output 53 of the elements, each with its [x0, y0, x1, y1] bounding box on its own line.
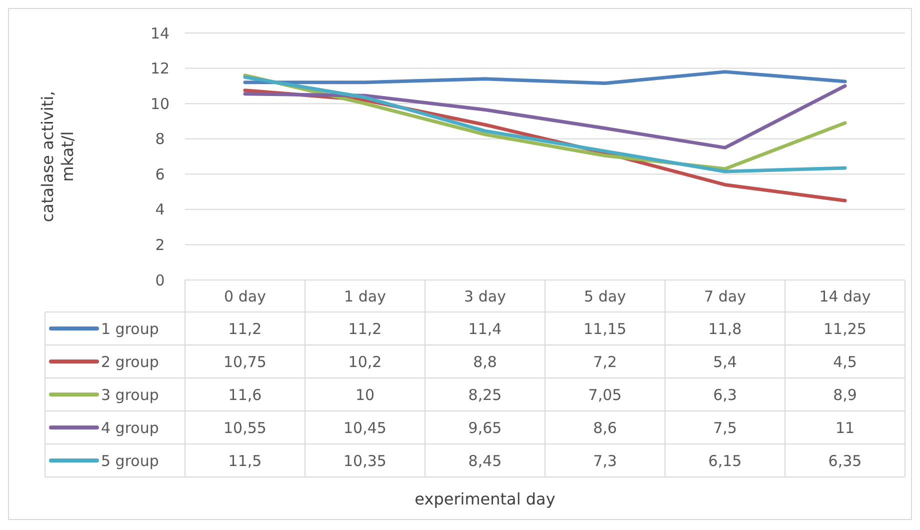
x-tick-label: 0 day — [224, 287, 266, 306]
data-label: 8,6 — [593, 418, 617, 437]
data-label: 6,3 — [713, 386, 737, 404]
data-label: 11,2 — [228, 320, 262, 338]
y-tick-label: 12 — [150, 60, 170, 78]
data-label: 11,8 — [708, 320, 742, 338]
data-label: 7,2 — [593, 352, 617, 371]
legend-label: 5 group — [101, 452, 159, 470]
data-label: 10,45 — [344, 418, 386, 437]
y-tick-label: 6 — [155, 165, 165, 184]
x-tick-label: 7 day — [704, 287, 746, 306]
data-label: 11,4 — [468, 320, 502, 338]
x-tick-label: 14 day — [819, 287, 871, 306]
legend-label: 4 group — [101, 418, 159, 437]
data-label: 7,5 — [713, 418, 737, 437]
data-label: 8,25 — [468, 386, 502, 404]
data-label: 8,9 — [833, 386, 857, 404]
data-label: 8,8 — [473, 352, 497, 371]
data-label: 11,15 — [584, 320, 626, 338]
text: experimental day — [414, 490, 556, 509]
data-label: 11,2 — [348, 320, 382, 338]
line-series — [243, 70, 847, 86]
data-label: 7,05 — [588, 386, 622, 404]
data-label: 6,35 — [828, 452, 862, 470]
data-label: 6,15 — [708, 452, 742, 470]
legend-label: 1 group — [101, 320, 159, 338]
x-tick-label: 3 day — [464, 287, 506, 306]
data-label: 8,45 — [468, 452, 502, 470]
y-tick-label: 10 — [150, 94, 170, 113]
data-label: 11,6 — [228, 386, 262, 404]
data-label: 11,5 — [228, 452, 262, 470]
x-tick-label: 1 day — [344, 287, 386, 306]
y-tick-label: 0 — [155, 271, 165, 290]
y-tick-label: 14 — [150, 24, 170, 42]
data-label: 10,2 — [348, 352, 382, 371]
line-series — [243, 84, 847, 150]
y-tick-label: 2 — [155, 236, 165, 254]
data-label: 7,3 — [593, 452, 617, 470]
data-label: 10 — [355, 386, 375, 404]
y-tick-label: 4 — [155, 200, 165, 219]
data-label: 4,5 — [833, 352, 857, 371]
data-label: 9,65 — [468, 418, 502, 437]
x-tick-label: 5 day — [584, 287, 626, 306]
data-label: 10,75 — [224, 352, 266, 371]
legend-label: 2 group — [101, 352, 159, 371]
data-label: 10,55 — [224, 418, 266, 437]
y-tick-label: 8 — [155, 130, 165, 148]
data-label: 11,25 — [824, 320, 866, 338]
data-label: 11 — [835, 418, 855, 437]
y-axis-title: catalase activiti, mkat/l — [38, 90, 77, 222]
data-label: 10,35 — [344, 452, 386, 470]
legend-label: 3 group — [101, 386, 159, 404]
data-label: 5,4 — [713, 352, 737, 371]
